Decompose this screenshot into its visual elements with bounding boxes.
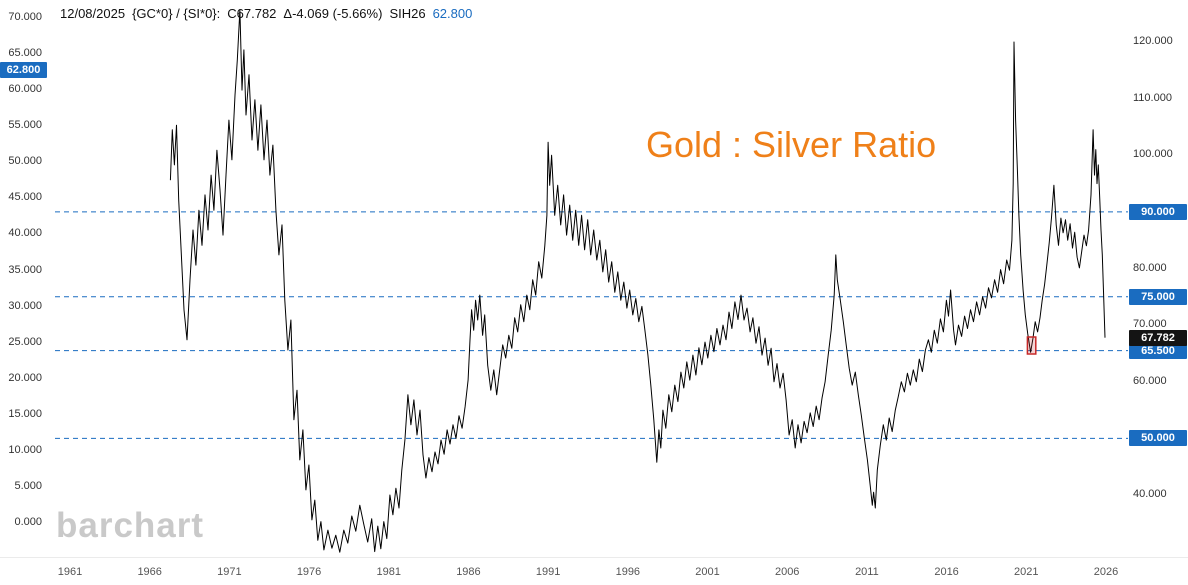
left-axis-tick: 70.000 xyxy=(8,11,42,23)
x-axis-separator xyxy=(0,557,1188,558)
left-axis-tick: 60.000 xyxy=(8,83,42,96)
quote-change: Δ-4.069 (-5.66%) xyxy=(283,6,383,21)
x-axis-tick: 2026 xyxy=(1093,566,1119,578)
left-axis-tick: 35.000 xyxy=(8,263,42,276)
left-axis-tick: 15.000 xyxy=(8,407,42,420)
x-axis-tick: 1986 xyxy=(456,566,481,578)
x-axis-tick: 2016 xyxy=(934,566,959,578)
left-axis-tick: 25.000 xyxy=(8,335,42,348)
compare-price-badge: 62.800 xyxy=(0,61,47,78)
right-axis-tick: 40.000 xyxy=(1133,488,1167,500)
ratio-line xyxy=(169,9,1106,553)
left-axis-tick: 65.000 xyxy=(8,47,42,60)
left-axis-tick: 45.000 xyxy=(8,191,42,204)
support-line-badge: 90.000 xyxy=(1129,203,1187,220)
left-axis-tick: 30.000 xyxy=(8,299,42,312)
left-axis-tick: 50.000 xyxy=(8,155,42,168)
x-axis-tick: 2006 xyxy=(774,566,800,578)
barchart-watermark: barchart xyxy=(56,506,205,545)
right-axis-tick: 70.000 xyxy=(1133,318,1167,331)
x-axis-tick: 2001 xyxy=(695,566,720,578)
left-axis-tick: 5.000 xyxy=(14,479,42,492)
x-axis-tick: 1971 xyxy=(217,566,242,578)
x-axis-tick: 1991 xyxy=(535,566,561,578)
support-line-badge: 65.500 xyxy=(1129,342,1187,359)
right-axis-tick: 110.000 xyxy=(1133,91,1172,104)
support-line-badge: 75.000 xyxy=(1129,288,1187,305)
quote-close: C67.782 xyxy=(227,6,277,21)
x-axis-tick: 1961 xyxy=(57,566,83,578)
x-axis-tick: 1966 xyxy=(137,566,162,578)
quote-date: 12/08/2025 xyxy=(60,6,126,21)
left-axis-tick: 20.000 xyxy=(8,371,42,384)
x-axis-tick: 2011 xyxy=(855,566,879,578)
x-axis-tick: 1976 xyxy=(296,566,322,578)
last-price-badge: 67.782 xyxy=(1129,329,1187,346)
annotation-box[interactable] xyxy=(1026,336,1037,355)
x-axis-tick: 1996 xyxy=(615,566,641,578)
x-axis-tick: 2021 xyxy=(1014,566,1039,578)
right-axis-tick: 100.000 xyxy=(1133,148,1173,161)
left-axis-tick: 55.000 xyxy=(8,119,42,132)
quote-header: 12/08/2025 {GC*0} / {SI*0}: C67.782 Δ-4.… xyxy=(60,6,472,21)
right-axis-tick: 80.000 xyxy=(1133,261,1167,274)
support-line-badge: 50.000 xyxy=(1129,430,1187,447)
compare-value: 62.800 xyxy=(432,6,473,21)
chart-title-annotation[interactable]: Gold : Silver Ratio xyxy=(646,124,937,165)
right-axis-tick: 60.000 xyxy=(1133,374,1167,387)
compare-symbol: SIH26 xyxy=(389,6,426,21)
left-axis-tick: 0.000 xyxy=(14,516,42,528)
left-axis-tick: 10.000 xyxy=(8,443,42,456)
left-axis-tick: 40.000 xyxy=(8,227,42,240)
x-axis-tick: 1981 xyxy=(376,566,401,578)
right-axis-tick: 120.000 xyxy=(1133,35,1173,47)
quote-symbol-expression: {GC*0} / {SI*0}: xyxy=(132,6,221,21)
